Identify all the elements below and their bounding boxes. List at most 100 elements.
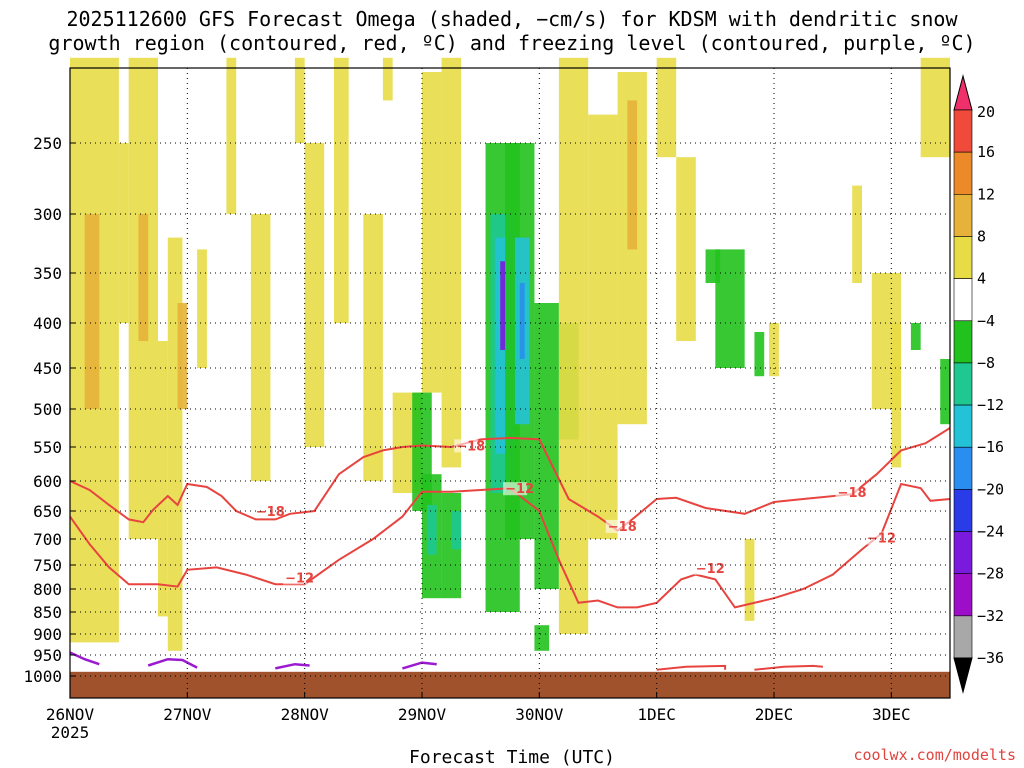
- contour-label-bg: [693, 561, 718, 575]
- contour-label: −18: [838, 486, 867, 501]
- omega-shade-cell: [363, 214, 383, 481]
- omega-shade-cell: [534, 303, 559, 589]
- y-tick-label: 900: [33, 625, 62, 644]
- omega-shade-cell: [226, 57, 237, 214]
- omega-shade-cell: [250, 214, 271, 481]
- y-tick-label: 250: [33, 134, 62, 153]
- omega-shade-cell: [294, 57, 305, 143]
- omega-shade-cell: [519, 283, 525, 359]
- colorbar-tick-label: 16: [977, 143, 995, 161]
- x-tick-label: 3DEC: [872, 705, 911, 724]
- x-tick-label: 1DEC: [637, 705, 676, 724]
- colorbar-tick-label: −24: [977, 523, 1004, 541]
- y-tick-label: 350: [33, 264, 62, 283]
- omega-shade-cell: [656, 57, 677, 158]
- colorbar-tick-label: −8: [977, 354, 995, 372]
- colorbar-tick-label: −28: [977, 565, 1004, 583]
- contour-label-bg: [835, 485, 860, 499]
- y-tick-label: 650: [33, 502, 62, 521]
- y-tick-label: 850: [33, 603, 62, 622]
- dgz-contour-surface-segment: [656, 664, 727, 671]
- x-tick-label: 2DEC: [755, 705, 794, 724]
- site-credit: coolwx.com/modelts: [853, 746, 1016, 764]
- freezing-level-contour: [402, 661, 437, 670]
- x-axis-label: Forecast Time (UTC): [409, 747, 615, 768]
- colorbar-tick-label: 20: [977, 103, 995, 121]
- omega-shade-cell: [627, 100, 638, 250]
- colorbar-segment: [953, 531, 973, 574]
- colorbar-tick-label: −16: [977, 438, 1004, 456]
- omega-shade-cell: [940, 359, 950, 425]
- omega-shade-cell: [588, 114, 618, 539]
- colorbar-segment: [953, 151, 973, 195]
- colorbar-max-arrow: [953, 74, 973, 111]
- omega-shade-cell: [769, 323, 779, 377]
- omega-shade-cell: [891, 323, 902, 468]
- colorbar-segment: [953, 362, 973, 406]
- x-tick-label: 29NOV: [398, 705, 447, 724]
- omega-shade-cell: [84, 214, 100, 409]
- colorbar-tick-label: −12: [977, 396, 1004, 414]
- y-tick-label: 600: [33, 472, 62, 491]
- dgz-contour-minus12: [69, 482, 951, 609]
- colorbar-tick-label: −4: [977, 312, 995, 330]
- x-tick-label: 28NOV: [281, 705, 330, 724]
- colorbar-segment: [953, 404, 973, 448]
- omega-shade-cell: [910, 323, 921, 350]
- colorbar-tick-label: −32: [977, 607, 1004, 625]
- x-tick-year: 2025: [51, 723, 90, 742]
- y-tick-label: 750: [33, 556, 62, 575]
- colorbar-tick-label: 8: [977, 227, 986, 245]
- omega-shade-cell: [158, 341, 168, 617]
- omega-shade-cell: [500, 261, 506, 350]
- omega-shade-cell: [676, 157, 696, 341]
- y-tick-label: 800: [33, 580, 62, 599]
- omega-shade-cell: [558, 57, 589, 635]
- colorbar-tick-label: 4: [977, 270, 986, 288]
- omega-shade-cell: [744, 539, 755, 621]
- colorbar-segment: [953, 573, 973, 617]
- contour-label-bg: [503, 482, 528, 496]
- y-tick-label: 300: [33, 205, 62, 224]
- x-tick-label: 27NOV: [163, 705, 212, 724]
- freezing-level-contour: [275, 662, 310, 670]
- colorbar-segment: [953, 446, 973, 490]
- omega-shade-cell: [138, 214, 149, 341]
- contour-label: −18: [256, 505, 285, 520]
- contour-label: −12: [505, 482, 534, 497]
- contour-label: −12: [285, 571, 314, 586]
- omega-shade-cell: [715, 249, 745, 368]
- colorbar-min-arrow: [953, 657, 973, 694]
- colorbar-segment: [953, 320, 973, 364]
- colorbar-segment: [953, 489, 973, 532]
- colorbar-segment: [953, 615, 973, 659]
- colorbar-segment: [953, 236, 973, 279]
- omega-shade-cell: [177, 303, 188, 409]
- y-tick-label: 550: [33, 438, 62, 457]
- omega-shade-cell: [197, 249, 207, 368]
- omega-shade-cell: [852, 185, 862, 283]
- omega-shade-cell: [451, 511, 462, 550]
- colorbar-segment: [953, 278, 973, 322]
- contour-label: −12: [696, 562, 725, 577]
- chart-title-line-2: growth region (contoured, red, ºC) and f…: [48, 31, 976, 55]
- colorbar-segment: [953, 109, 973, 153]
- omega-shade-cell: [754, 332, 765, 377]
- contour-label-bg: [605, 519, 630, 533]
- contour-label: −12: [867, 532, 896, 547]
- y-tick-label: 500: [33, 400, 62, 419]
- colorbar-tick-label: −36: [977, 649, 1004, 667]
- x-tick-label: 26NOV: [46, 705, 95, 724]
- omega-shade-cell: [304, 143, 325, 447]
- contour-label-bg: [864, 531, 889, 545]
- omega-shade-cell: [441, 57, 462, 468]
- omega-shade-cell: [534, 625, 550, 651]
- contour-label: −18: [608, 520, 637, 535]
- omega-shade-cell: [920, 57, 950, 158]
- colorbar-segment: [953, 194, 973, 237]
- y-tick-label: 450: [33, 359, 62, 378]
- colorbar-tick-label: 12: [977, 185, 995, 203]
- freezing-level-contour: [69, 651, 100, 666]
- chart-title-line-1: 2025112600 GFS Forecast Omega (shaded, −…: [66, 7, 958, 31]
- dgz-contour-minus18: [69, 427, 951, 532]
